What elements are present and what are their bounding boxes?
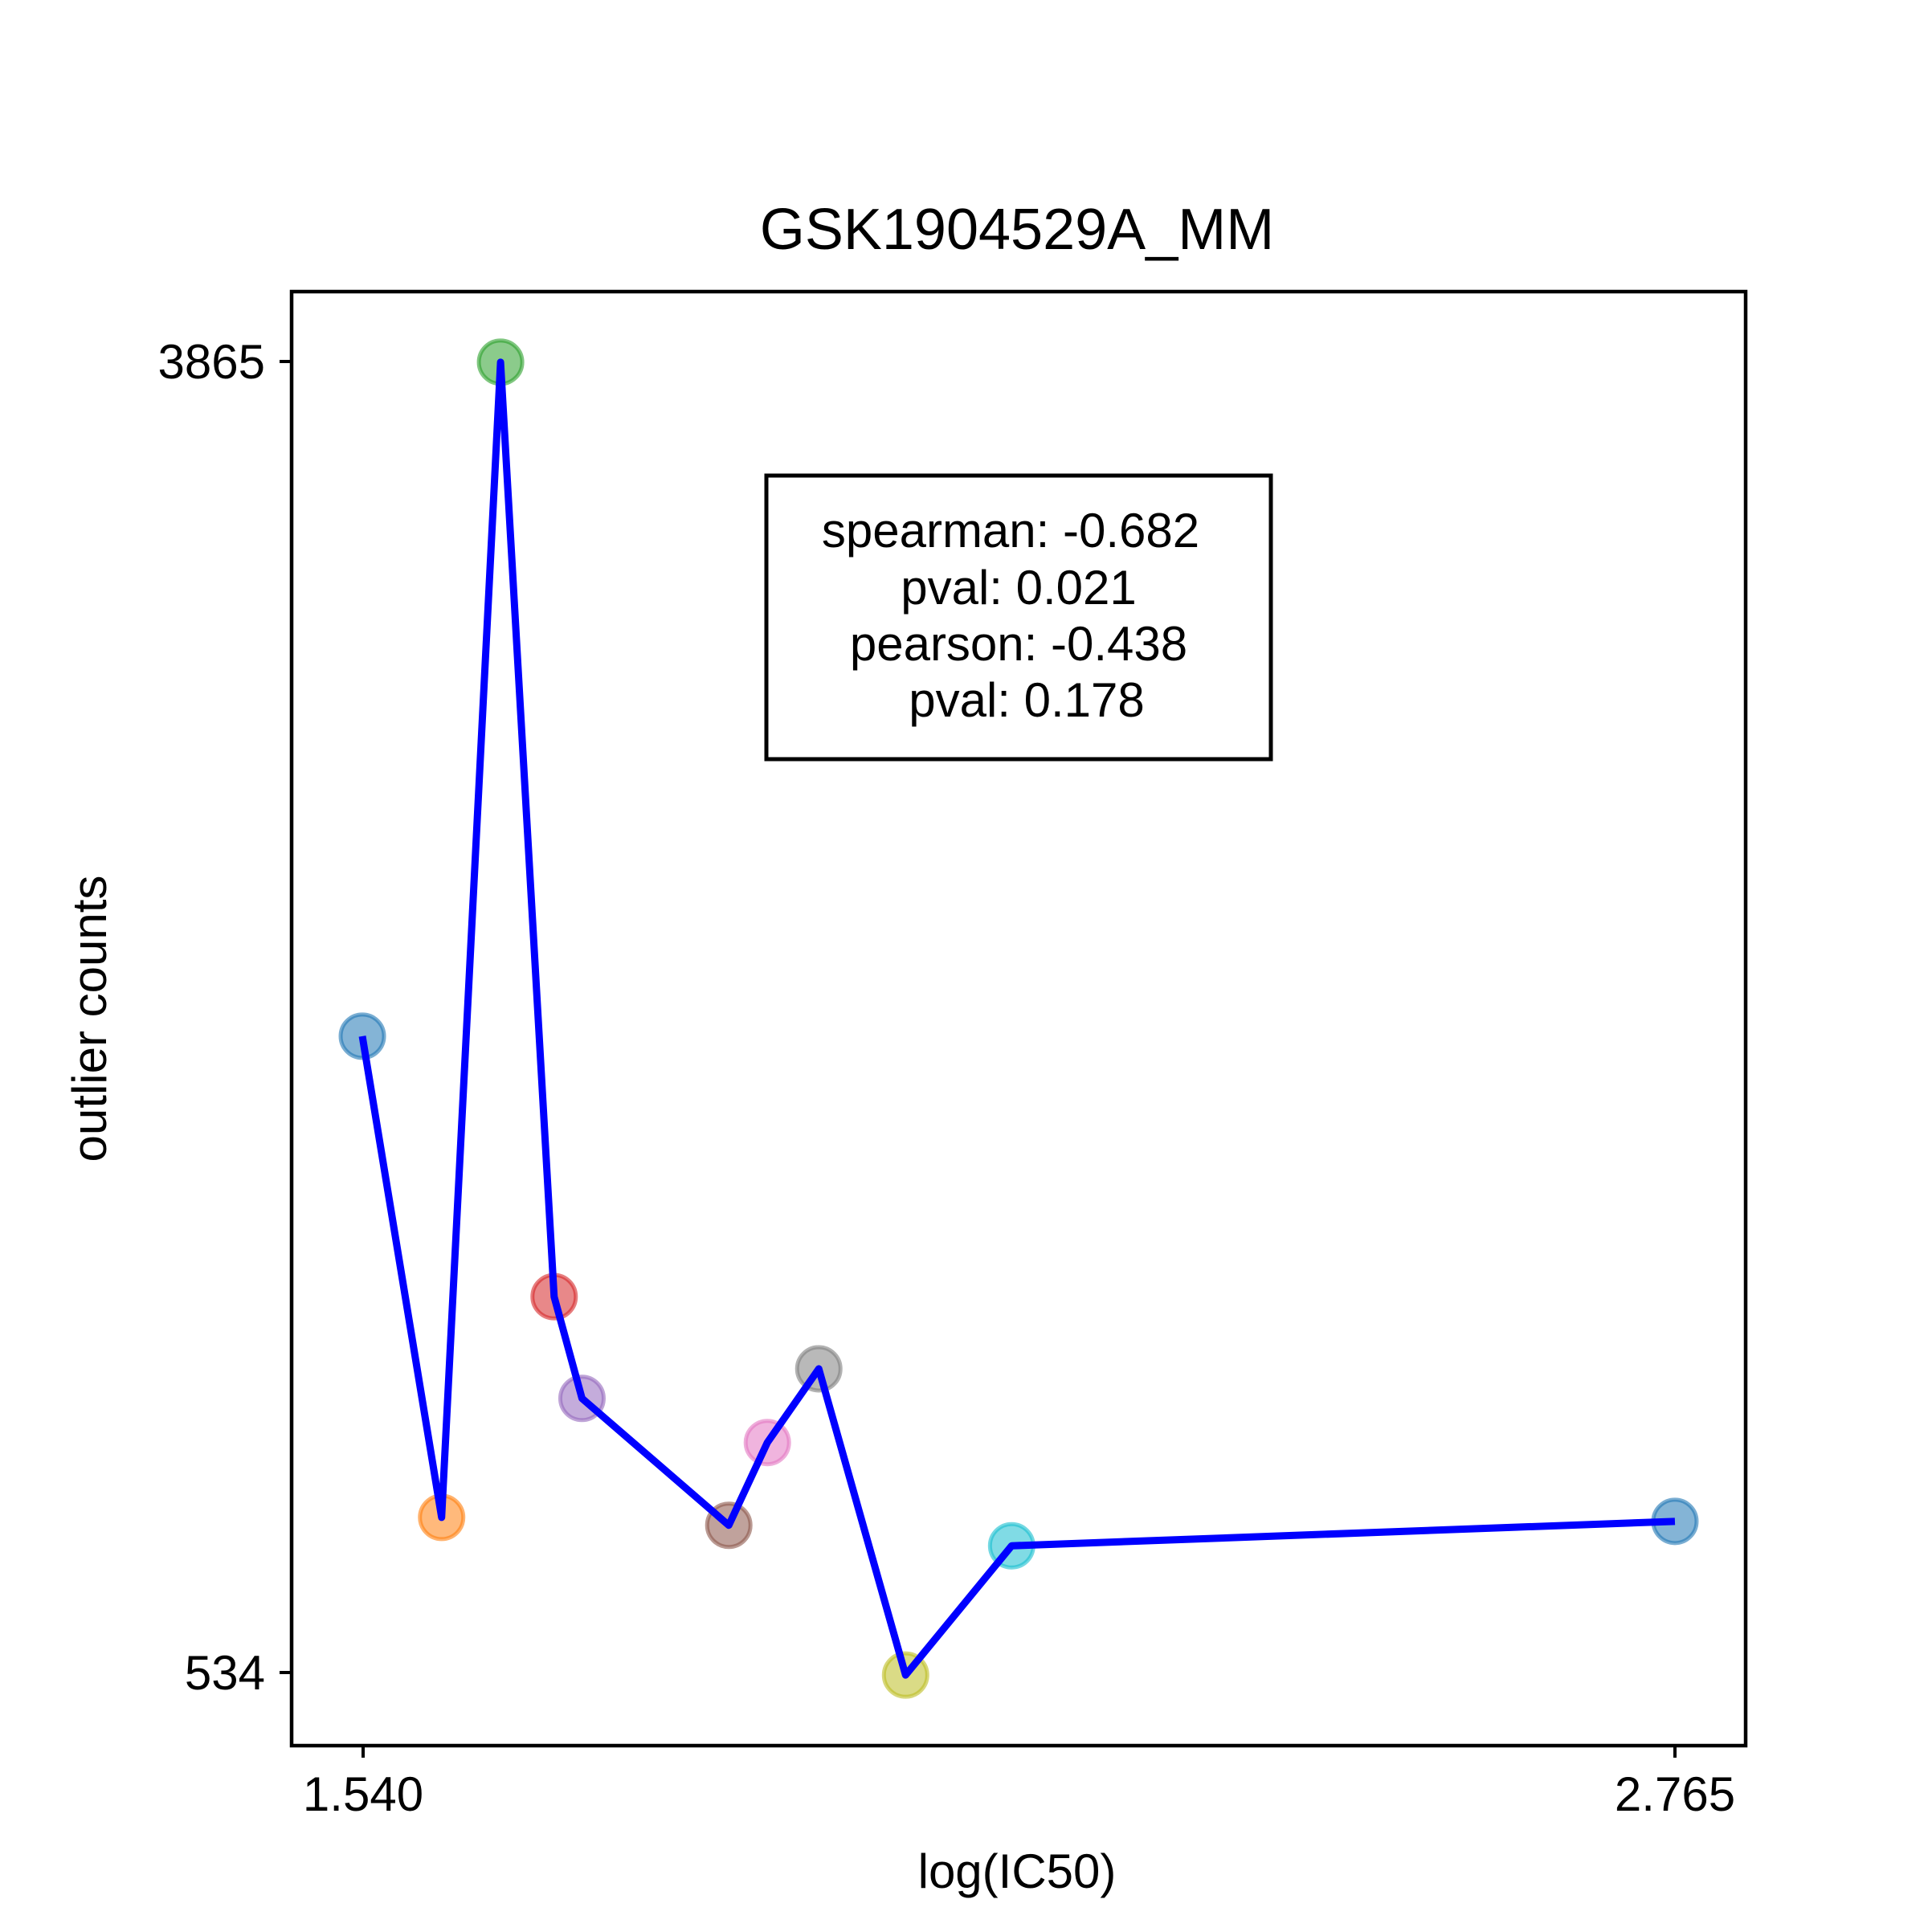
y-axis-label: outlier counts	[63, 876, 116, 1162]
plot-area	[338, 338, 1699, 1699]
x-tick-label: 1.540	[303, 1767, 423, 1821]
series-line	[358, 358, 1676, 1679]
x-tick-2765: 2.765	[1615, 1746, 1735, 1821]
y-tick-label: 3865	[158, 335, 265, 389]
y-tick-label: 534	[185, 1646, 265, 1700]
stats-annotation-box: spearman: -0.682 pval: 0.021 pearson: -0…	[764, 473, 1273, 762]
chart-title: GSK1904529A_MM	[760, 198, 1274, 262]
axes-frame	[289, 289, 1748, 1748]
x-tick-label: 2.765	[1615, 1767, 1735, 1821]
stats-box-frame	[764, 473, 1273, 762]
y-tick-3865: 3865	[158, 335, 292, 389]
spearman-value: spearman: -0.682	[822, 504, 1199, 558]
x-axis-label: log(IC50)	[918, 1844, 1117, 1898]
spearman-pval: pval: 0.021	[901, 561, 1137, 615]
pearson-value: pearson: -0.438	[850, 617, 1187, 671]
y-tick-534: 534	[185, 1646, 292, 1700]
x-tick-1540: 1.540	[303, 1746, 423, 1821]
pearson-pval: pval: 0.178	[909, 673, 1145, 727]
